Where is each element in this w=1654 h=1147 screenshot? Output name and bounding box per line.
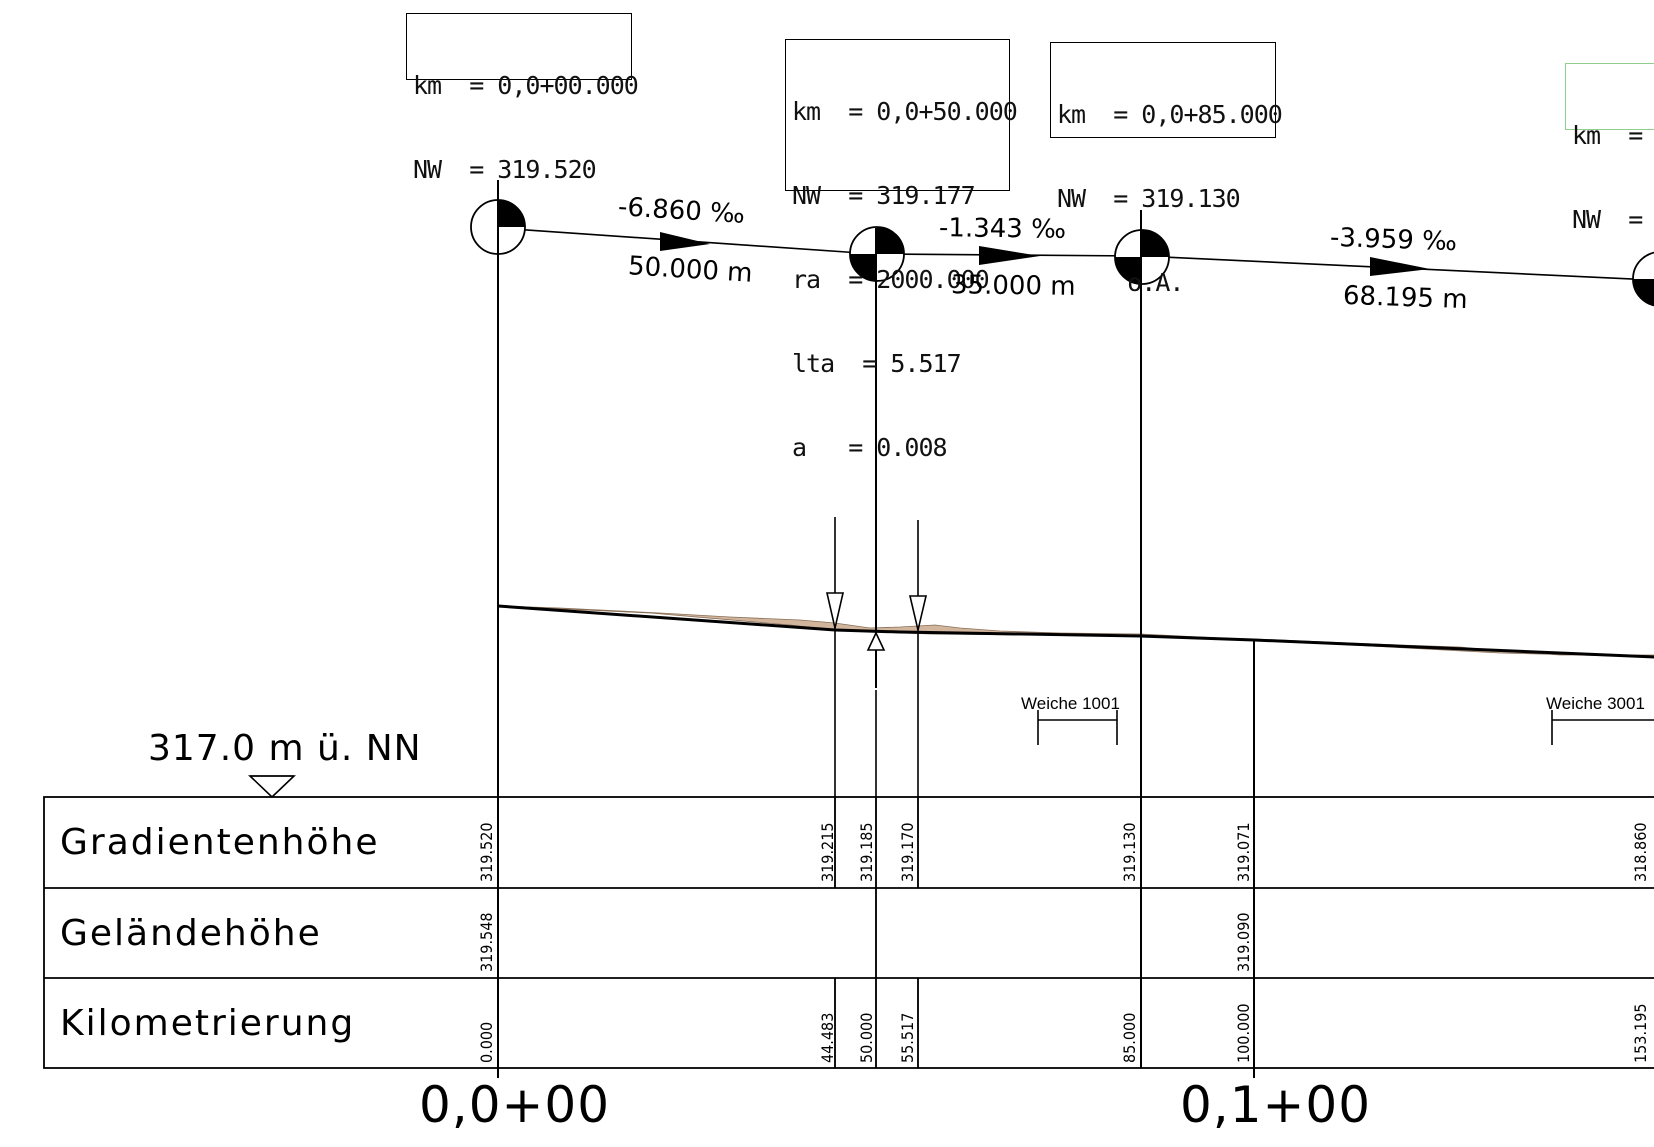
gradient-height-value: 319.215 xyxy=(818,822,837,882)
vertex-marker-icon-quadrant xyxy=(877,227,904,254)
row-label-gradientenhoehe: Gradientenhöhe xyxy=(60,822,380,863)
info-box-station-153: km = 0 NW = 3 xyxy=(1565,63,1654,234)
info-box-line: km = 0,0+00.000 xyxy=(413,71,639,100)
chainage-value: 55.517 xyxy=(898,1012,917,1063)
gradient-length-2: 35.000 m xyxy=(950,270,1076,302)
info-box-line: NW = 319.520 xyxy=(413,155,597,184)
gradient-height-value: 319.071 xyxy=(1234,822,1253,882)
profile-table-frame xyxy=(43,796,1654,1069)
info-box-station-0: km = 0,0+00.000 NW = 319.520 xyxy=(406,13,639,184)
datum-triangle-icon xyxy=(248,775,296,799)
info-box-line: a = 0.008 xyxy=(792,433,948,462)
switch-label-3001: Weiche 3001 xyxy=(1546,694,1645,713)
vertical-curve-marker-icon xyxy=(908,595,928,631)
chainage-value: 85.000 xyxy=(1120,1012,1139,1063)
vertex-marker-icon-quadrant xyxy=(1115,257,1142,284)
gradient-height-value: 319.130 xyxy=(1120,822,1139,882)
arrow-icon xyxy=(1370,257,1430,276)
chainage-value: 153.195 xyxy=(1631,1003,1650,1063)
datum-label: 317.0 m ü. NN xyxy=(148,728,422,769)
info-box-line: o.A. xyxy=(1057,268,1184,297)
gradient-height-value: 318.860 xyxy=(1631,822,1650,882)
info-box-line: NW = 319.177 xyxy=(792,181,976,210)
terrain-height-value: 319.548 xyxy=(477,912,496,972)
vertex-marker-icon-quadrant xyxy=(850,254,877,281)
row-label-kilometrierung: Kilometrierung xyxy=(60,1003,356,1044)
vertical-curve-marker-icon xyxy=(866,631,886,651)
info-box-station-85: km = 0,0+85.000 NW = 319.130 o.A. xyxy=(1050,42,1283,297)
vertex-marker-icon xyxy=(1633,279,1654,306)
gradient-slope-3: -3.959 ‰ xyxy=(1329,222,1458,258)
grade-line xyxy=(497,604,1654,659)
station-label-0: 0,0+00 xyxy=(419,1076,611,1134)
station-label-100: 0,1+00 xyxy=(1180,1076,1372,1134)
info-box-station-50: km = 0,0+50.000 NW = 319.177 ra = 2000.0… xyxy=(785,39,1018,462)
chainage-value: 0.000 xyxy=(477,1021,496,1063)
row-label-gelaendehoehe: Geländehöhe xyxy=(60,913,322,954)
vertical-curve-marker-icon xyxy=(825,592,845,629)
arrow-icon xyxy=(979,246,1040,265)
info-box-line: km = 0,0+85.000 xyxy=(1057,100,1283,129)
gradient-height-value: 319.520 xyxy=(477,822,496,882)
switch-label-1001: Weiche 1001 xyxy=(1021,694,1120,713)
gradient-height-value: 319.185 xyxy=(857,822,876,882)
gradient-height-value: 319.170 xyxy=(898,822,917,882)
info-box-line: NW = 3 xyxy=(1572,205,1643,234)
arrow-icon xyxy=(660,232,710,251)
chainage-value: 44.483 xyxy=(818,1012,837,1063)
vertex-marker-icon-quadrant xyxy=(1142,230,1169,257)
gradient-slope-2: -1.343 ‰ xyxy=(938,213,1067,245)
chainage-value: 50.000 xyxy=(857,1012,876,1063)
info-box-line: km = 0,0+50.000 xyxy=(792,97,1018,126)
info-box-line: lta = 5.517 xyxy=(792,349,962,378)
chainage-value: 100.000 xyxy=(1234,1003,1253,1063)
vertex-marker-icon xyxy=(498,200,525,227)
info-box-line: ra = 2000.000 xyxy=(792,265,990,294)
terrain-height-value: 319.090 xyxy=(1234,912,1253,972)
info-box-line: NW = 319.130 xyxy=(1057,184,1241,213)
gradient-length-3: 68.195 m xyxy=(1342,280,1469,316)
info-box-line: km = 0 xyxy=(1572,121,1643,150)
